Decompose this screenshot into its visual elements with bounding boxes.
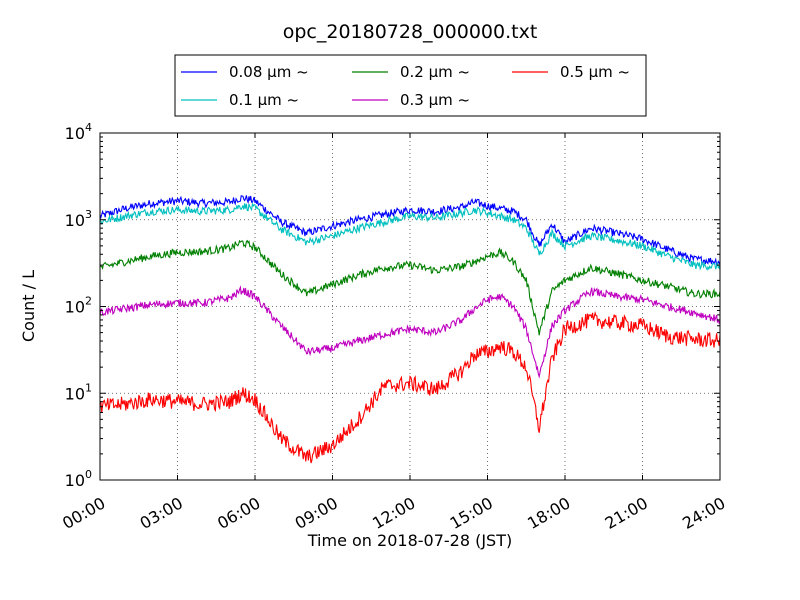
x-tick-label: 21:00	[602, 493, 651, 533]
legend-label: 0.3 μm ~	[400, 91, 470, 109]
y-tick-label: 101	[65, 381, 92, 403]
x-tick-label: 09:00	[292, 493, 341, 533]
x-tick-label: 12:00	[369, 493, 418, 533]
legend: 0.08 μm ~ 0.1 μm ~ 0.2 μm ~ 0.3 μm ~ 0.5 μm …	[174, 54, 647, 117]
x-tick-label: 24:00	[679, 493, 728, 533]
legend-label: 0.08 μm ~	[229, 63, 309, 81]
y-tick-label: 100	[65, 468, 92, 490]
legend-label: 0.2 μm ~	[400, 63, 470, 81]
chart-title: opc_20180728_000000.txt	[283, 21, 538, 43]
series-line-2	[99, 202, 721, 271]
series-line-1	[99, 195, 721, 267]
x-tick-label: 15:00	[447, 493, 496, 533]
x-tick-label: 18:00	[524, 493, 573, 533]
y-axis-label: Count / L	[19, 270, 38, 342]
x-tick-label: 00:00	[59, 493, 108, 533]
x-tick-label: 03:00	[137, 493, 186, 533]
series-line-5	[99, 310, 721, 464]
series-line-4	[99, 285, 721, 379]
x-axis-label: Time on 2018-07-28 (JST)	[307, 531, 512, 550]
y-axis: 100 101 102 103 104	[65, 121, 720, 490]
x-tick-label: 06:00	[214, 493, 263, 533]
series-layer	[99, 195, 721, 464]
y-tick-label: 102	[65, 295, 92, 317]
legend-label: 0.5 μm ~	[560, 63, 630, 81]
legend-box	[174, 54, 647, 117]
series-line-3	[100, 239, 721, 336]
y-tick-label: 103	[65, 208, 92, 230]
y-tick-label: 104	[65, 121, 92, 143]
legend-label: 0.1 μm ~	[229, 91, 299, 109]
